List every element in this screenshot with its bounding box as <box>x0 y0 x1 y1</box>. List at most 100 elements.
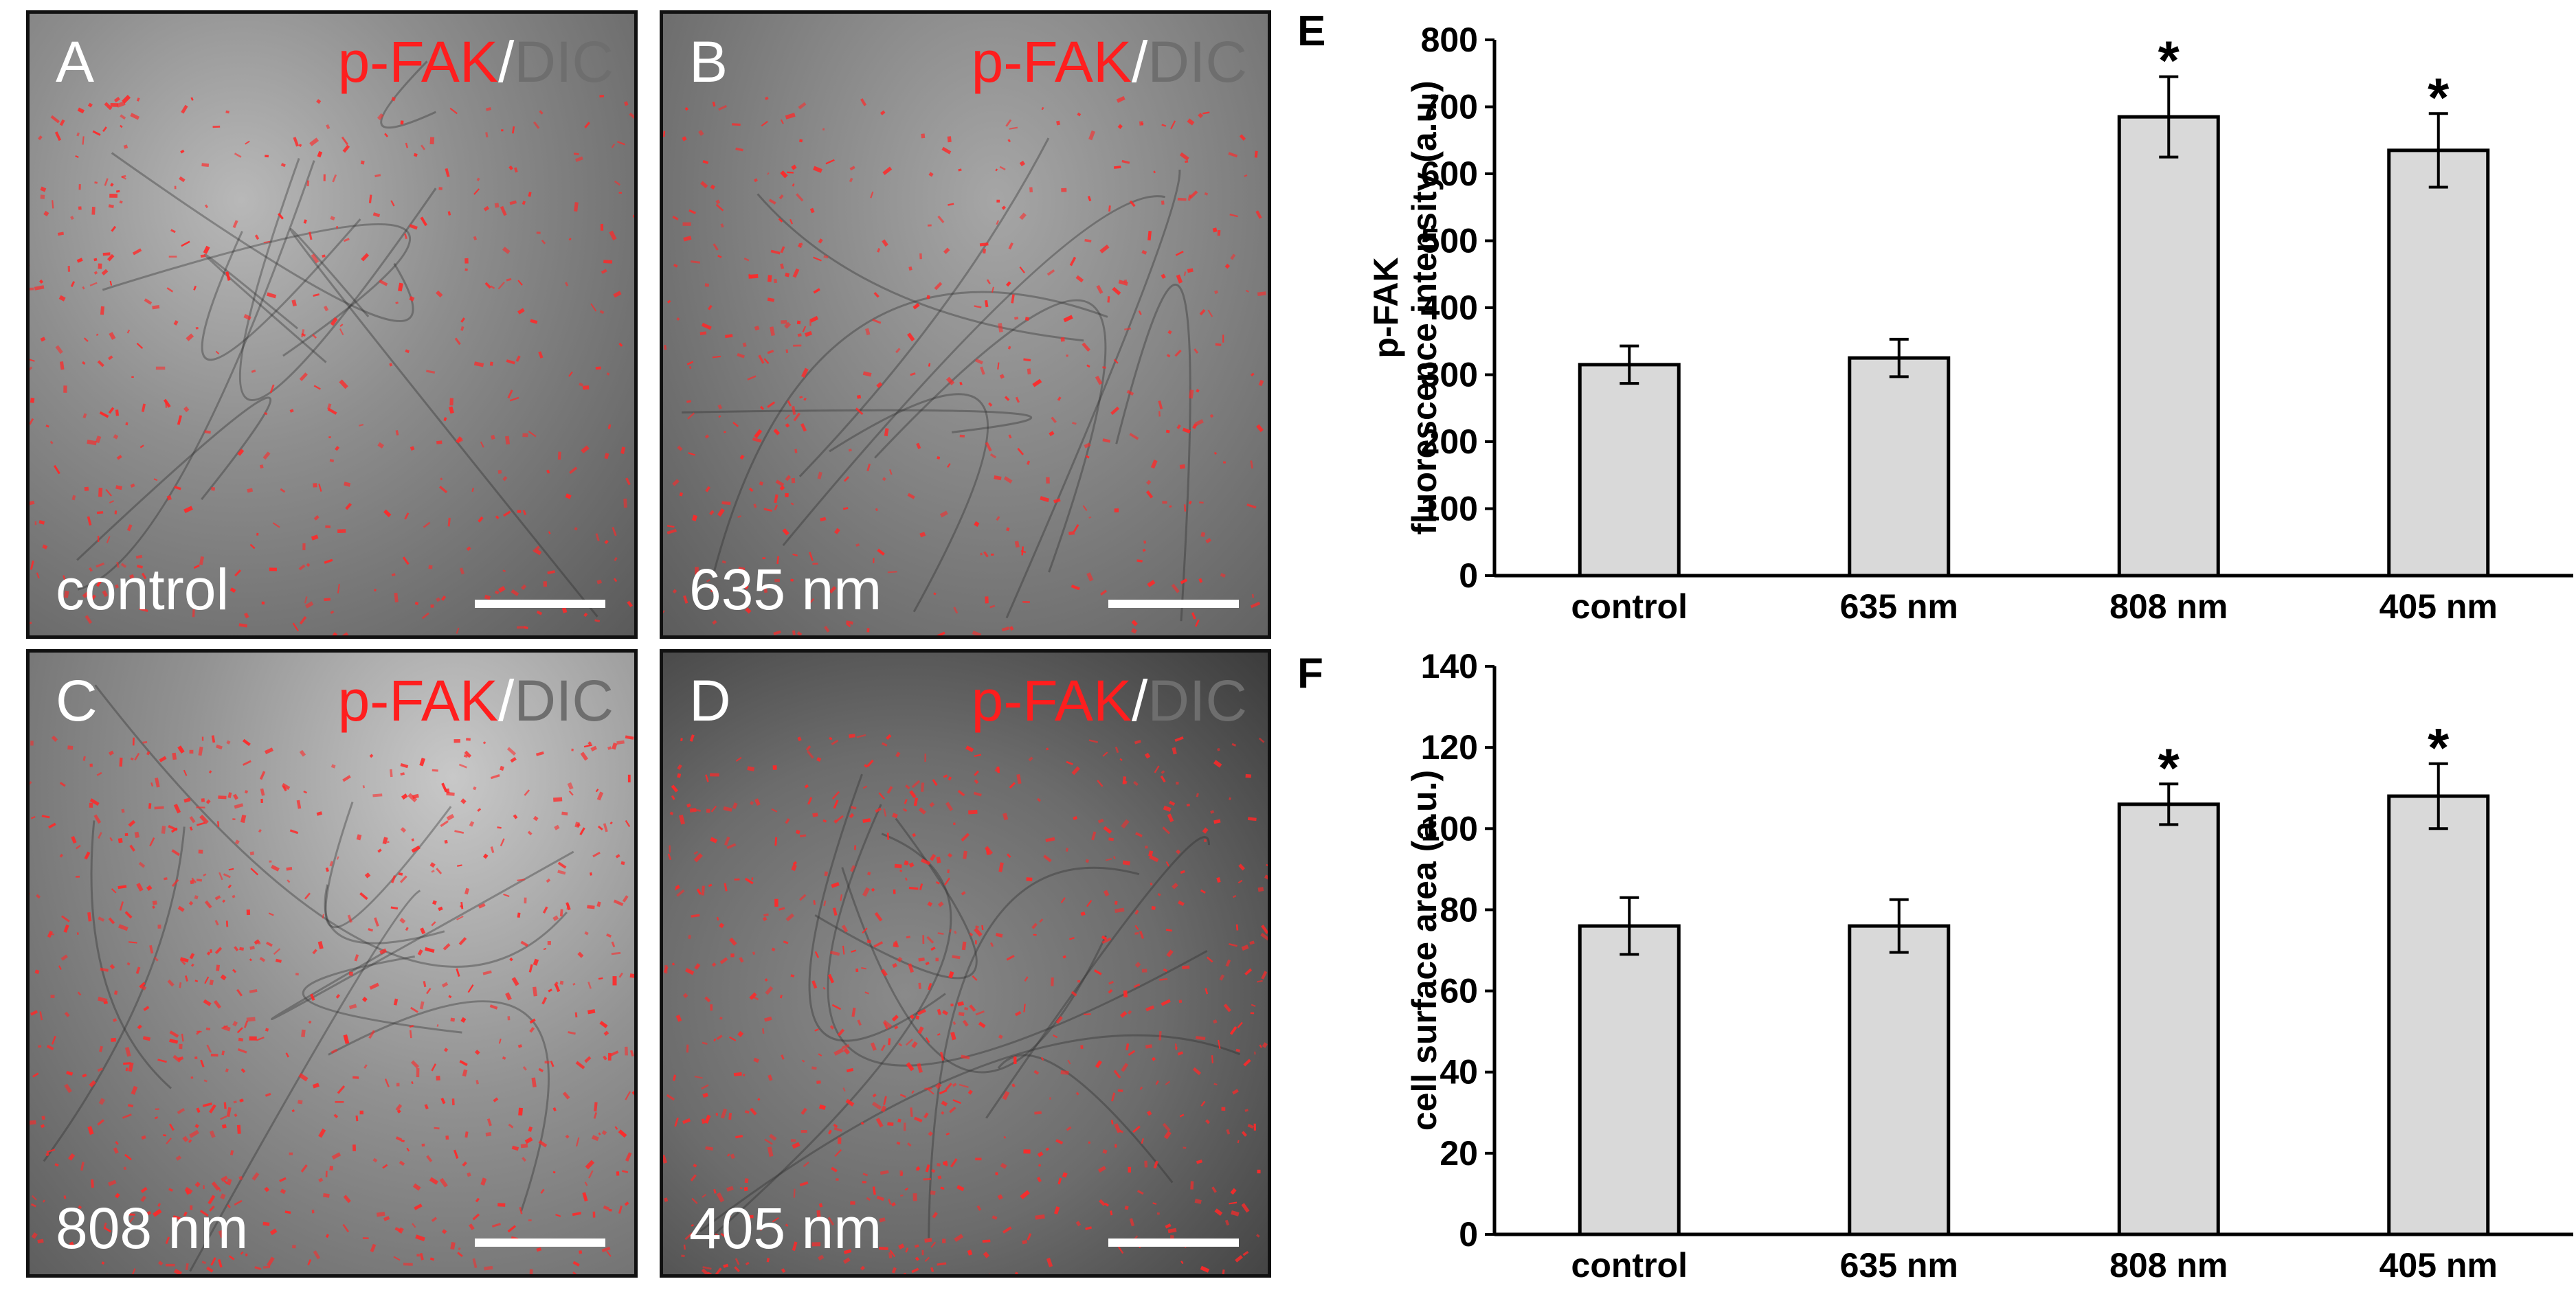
pfak-punctum <box>872 1093 877 1098</box>
pfak-punctum <box>676 317 680 321</box>
pfak-punctum <box>881 742 888 747</box>
pfak-punctum <box>596 901 601 907</box>
pfak-punctum <box>377 442 384 449</box>
pfak-punctum <box>436 868 443 874</box>
pfak-punctum <box>166 1138 172 1144</box>
pfak-punctum <box>460 905 463 908</box>
pfak-punctum <box>82 136 85 145</box>
pfak-punctum <box>220 1193 226 1200</box>
pfak-punctum <box>508 1123 514 1129</box>
pfak-punctum <box>781 1268 786 1274</box>
pfak-punctum <box>462 1069 468 1077</box>
pfak-punctum <box>856 394 862 399</box>
pfak-punctum <box>115 409 120 416</box>
pfak-punctum <box>538 1140 548 1148</box>
pfak-punctum <box>1213 1083 1218 1086</box>
pfak-punctum <box>232 220 238 229</box>
pfak-punctum <box>186 333 194 341</box>
pfak-punctum <box>941 1100 948 1107</box>
pfak-punctum <box>443 1048 449 1052</box>
pfak-punctum <box>764 1016 772 1022</box>
pfak-punctum <box>362 785 366 789</box>
y-tick-label: 300 <box>1421 356 1478 394</box>
pfak-punctum <box>874 912 883 922</box>
pfak-punctum <box>1082 342 1090 352</box>
pfak-punctum <box>40 1124 45 1129</box>
stain-separator: / <box>497 30 515 94</box>
pfak-punctum <box>291 1109 295 1113</box>
pfak-punctum <box>172 752 177 760</box>
pfak-punctum <box>37 1239 44 1244</box>
pfak-punctum <box>548 531 551 534</box>
pfak-punctum <box>45 1153 49 1157</box>
pfak-punctum <box>516 626 526 629</box>
cell-outline <box>77 160 315 591</box>
cell-outline <box>808 773 946 1042</box>
pfak-punctum <box>990 942 994 947</box>
pfak-punctum <box>128 819 136 827</box>
cell-outline <box>76 396 271 561</box>
pfak-punctum <box>400 763 409 769</box>
pfak-punctum <box>1121 819 1130 829</box>
pfak-punctum <box>1153 170 1156 174</box>
bar <box>1578 924 1681 1236</box>
pfak-punctum <box>561 607 568 613</box>
pfak-punctum <box>236 1124 241 1134</box>
pfak-punctum <box>30 622 32 625</box>
pfak-punctum <box>163 1134 166 1137</box>
pfak-punctum <box>78 206 82 210</box>
pfak-punctum <box>785 818 790 824</box>
pfak-punctum <box>813 288 820 294</box>
pfak-punctum <box>701 322 712 330</box>
pfak-punctum <box>780 263 785 269</box>
pfak-punctum <box>702 1041 708 1045</box>
pfak-punctum <box>312 1083 320 1089</box>
pfak-punctum <box>1072 422 1077 425</box>
pfak-punctum <box>500 838 505 847</box>
pfak-punctum <box>1043 855 1052 863</box>
pfak-punctum <box>342 144 350 153</box>
pfak-punctum <box>720 223 724 228</box>
pfak-punctum <box>108 1179 117 1186</box>
pfak-punctum <box>1131 628 1137 634</box>
pfak-punctum <box>250 868 259 876</box>
pfak-punctum <box>905 1247 909 1253</box>
pfak-punctum <box>131 1085 138 1095</box>
pfak-punctum <box>67 266 71 272</box>
pfak-punctum <box>671 795 675 800</box>
pfak-punctum <box>590 745 597 751</box>
stain-label: p-FAK/DIC <box>338 29 614 95</box>
pfak-punctum <box>554 824 560 830</box>
pfak-punctum <box>493 1097 499 1102</box>
pfak-punctum <box>860 1122 864 1125</box>
pfak-punctum <box>483 205 490 212</box>
cell-outline <box>997 1054 1174 1184</box>
pfak-punctum <box>368 1030 376 1039</box>
pfak-punctum <box>30 1203 36 1208</box>
pfak-punctum <box>1180 578 1188 585</box>
stain-red-label: p-FAK <box>971 668 1132 733</box>
pfak-punctum <box>420 927 426 935</box>
pfak-punctum <box>1218 1039 1221 1050</box>
pfak-punctum <box>52 200 54 209</box>
y-tick-label: 500 <box>1421 222 1478 260</box>
cell-image <box>30 60 634 635</box>
cell-outline <box>94 684 568 968</box>
pfak-punctum <box>220 974 227 981</box>
cell-image <box>30 684 634 1274</box>
pfak-punctum <box>1217 229 1221 236</box>
pfak-punctum <box>1163 968 1168 973</box>
pfak-punctum <box>544 1061 550 1064</box>
pfak-punctum <box>181 240 190 247</box>
pfak-punctum <box>391 573 396 577</box>
pfak-punctum <box>674 1117 679 1127</box>
cell-outline <box>827 804 1208 1067</box>
pfak-punctum <box>745 607 752 614</box>
pfak-punctum <box>63 575 67 583</box>
pfak-punctum <box>817 471 822 479</box>
pfak-punctum <box>168 824 178 831</box>
pfak-punctum <box>862 1181 866 1184</box>
pfak-punctum <box>1179 1113 1185 1118</box>
pfak-punctum <box>115 584 120 589</box>
pfak-punctum <box>164 877 168 881</box>
